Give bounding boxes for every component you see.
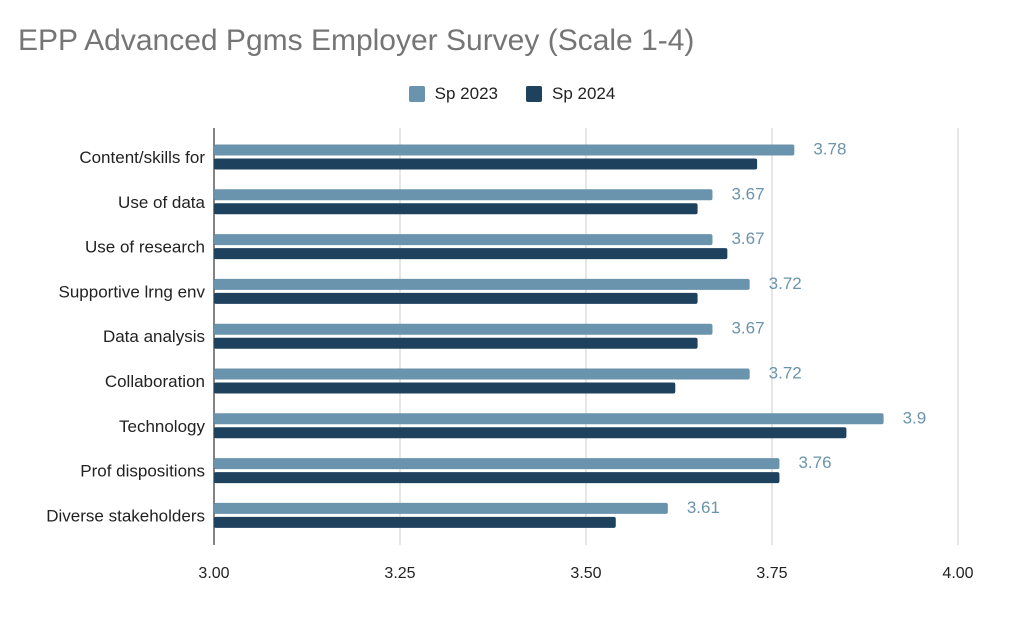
data-label: 3.72 <box>769 274 802 293</box>
bar-sp-2023[interactable] <box>214 502 668 514</box>
data-label: 3.67 <box>731 229 764 248</box>
category-label: Prof dispositions <box>80 462 205 481</box>
bar-sp-2024[interactable] <box>214 472 780 484</box>
bar-sp-2023[interactable] <box>214 413 884 425</box>
category-label: Data analysis <box>103 327 205 346</box>
category-label: Content/skills for <box>79 148 205 167</box>
legend-entry-sp-2023[interactable]: Sp 2023 <box>408 84 498 104</box>
bar-sp-2023[interactable] <box>214 144 795 156</box>
legend-swatch-sp-2023 <box>408 86 425 102</box>
bar-layer <box>214 144 884 528</box>
bar-sp-2023[interactable] <box>214 323 713 335</box>
data-label: 3.61 <box>687 498 720 517</box>
category-label: Supportive lrng env <box>59 282 206 301</box>
bar-sp-2023[interactable] <box>214 234 713 246</box>
x-tick-label: 3.75 <box>756 565 787 582</box>
bar-sp-2024[interactable] <box>214 337 698 349</box>
label-layer: 3.00 3.25 3.50 3.75 4.00 Content/skills for 3.… <box>46 140 973 583</box>
legend: Sp 2023 Sp 2024 <box>0 84 1024 104</box>
x-tick-label: 3.50 <box>570 565 601 582</box>
category-label: Use of research <box>85 238 205 257</box>
bar-sp-2023[interactable] <box>214 278 750 290</box>
data-label: 3.67 <box>731 184 764 203</box>
category-label: Use of data <box>118 193 205 212</box>
bar-sp-2024[interactable] <box>214 158 758 170</box>
bar-sp-2024[interactable] <box>214 382 676 394</box>
x-tick-label: 4.00 <box>942 565 973 582</box>
bar-sp-2024[interactable] <box>214 248 728 260</box>
legend-label-sp-2024: Sp 2024 <box>552 84 616 103</box>
data-label: 3.76 <box>798 453 831 472</box>
bar-sp-2024[interactable] <box>214 292 698 304</box>
bar-sp-2024[interactable] <box>214 516 616 528</box>
category-label: Collaboration <box>105 372 205 391</box>
data-label: 3.72 <box>769 364 802 383</box>
data-label: 3.67 <box>731 319 764 338</box>
legend-swatch-sp-2024 <box>526 86 542 102</box>
bar-sp-2024[interactable] <box>214 427 847 439</box>
bar-sp-2023[interactable] <box>214 458 780 470</box>
legend-label-sp-2023: Sp 2023 <box>434 84 498 103</box>
data-label: 3.78 <box>813 140 846 159</box>
data-label: 3.9 <box>903 408 927 427</box>
bar-sp-2023[interactable] <box>214 189 713 201</box>
category-label: Technology <box>119 417 206 436</box>
legend-entry-sp-2024[interactable]: Sp 2024 <box>526 84 615 104</box>
chart-title: EPP Advanced Pgms Employer Survey (Scale… <box>18 24 695 57</box>
bar-sp-2023[interactable] <box>214 368 750 380</box>
x-tick-label: 3.00 <box>198 565 229 582</box>
category-label: Diverse stakeholders <box>46 506 205 525</box>
x-tick-label: 3.25 <box>384 565 415 582</box>
bar-sp-2024[interactable] <box>214 203 698 215</box>
